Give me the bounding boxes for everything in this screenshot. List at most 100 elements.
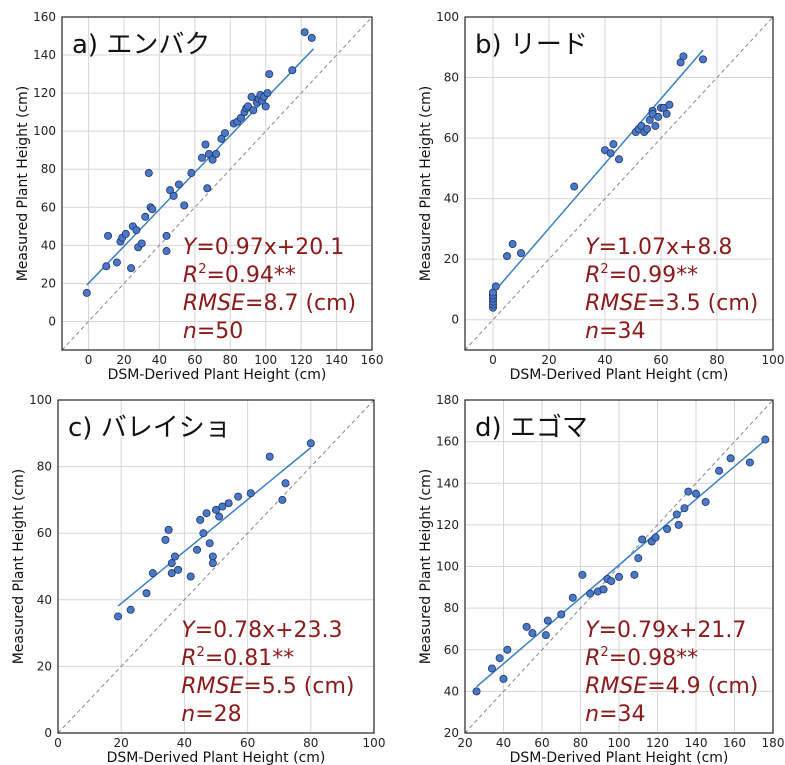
regression-line <box>86 48 315 286</box>
r-squared-value: =0.81** <box>205 646 294 671</box>
y-tick-label: 60 <box>41 200 56 214</box>
data-point <box>215 512 224 521</box>
data-point <box>662 109 671 118</box>
data-point <box>162 247 171 256</box>
rmse-value: =5.5 (cm) <box>243 674 354 699</box>
superscript-2: 2 <box>198 262 206 277</box>
y-tick-label: 0 <box>48 314 56 328</box>
data-point <box>663 525 672 534</box>
y-tick-label: 80 <box>444 601 459 615</box>
data-point <box>615 155 624 164</box>
data-point <box>701 497 710 506</box>
x-tick-label: 0 <box>85 353 93 367</box>
y-tick-label: 140 <box>436 476 459 490</box>
rmse-symbol: RMSE <box>585 674 647 699</box>
x-tick-label: 140 <box>325 353 348 367</box>
data-point <box>218 502 227 511</box>
rmse: RMSE=8.7 (cm) <box>183 291 356 316</box>
y-tick-label: 20 <box>41 276 56 290</box>
x-tick-label: 0 <box>489 353 497 367</box>
data-point <box>205 539 214 548</box>
data-point <box>114 612 123 621</box>
data-point <box>607 577 616 586</box>
regression-equation: Y=0.97x+20.1 <box>183 235 344 260</box>
rmse-symbol: RMSE <box>183 291 245 316</box>
data-point <box>201 140 210 149</box>
x-tick-label: 180 <box>762 736 785 750</box>
panel-title: b) リード <box>475 30 588 60</box>
rmse-value: =8.7 (cm) <box>245 291 356 316</box>
data-point <box>141 212 150 221</box>
data-point <box>528 629 537 638</box>
data-point <box>634 554 643 563</box>
superscript-2: 2 <box>600 645 608 660</box>
x-tick-label: 20 <box>457 736 472 750</box>
rmse: RMSE=3.5 (cm) <box>585 291 758 316</box>
x-tick-label: 160 <box>361 353 384 367</box>
data-point <box>491 282 500 291</box>
n-value: =34 <box>599 319 645 344</box>
regression-equation: Y=0.78x+23.3 <box>181 618 342 643</box>
y-tick-label: 100 <box>436 10 459 24</box>
x-tick-label: 100 <box>254 353 277 367</box>
data-point <box>197 153 206 162</box>
x-tick-label: 100 <box>363 736 386 750</box>
data-point <box>203 184 212 193</box>
data-point <box>220 129 229 138</box>
x-tick-label: 160 <box>723 736 746 750</box>
panel-a: 0 20 40 60 80 100 120 140 160 0 20 40 60 80 100 120 140 1… <box>15 10 383 383</box>
n-symbol: n <box>183 319 197 344</box>
x-tick-label: 20 <box>541 353 556 367</box>
regression-line <box>117 447 312 607</box>
data-point <box>162 231 171 240</box>
data-point <box>557 610 566 619</box>
panel-d: 20 40 60 80 100 120 140 160 180 20 40 60 80 100 120 140… <box>418 393 784 765</box>
x-tick-label: 80 <box>223 353 238 367</box>
data-point <box>144 169 153 178</box>
data-point <box>517 249 526 258</box>
y-tick-label: 40 <box>444 684 459 698</box>
sample-size: n=28 <box>181 702 241 727</box>
equation-value: =1.07x+8.8 <box>599 235 733 260</box>
x-tick-label: 80 <box>709 353 724 367</box>
panel-title: d) エゴマ <box>475 413 588 443</box>
sample-size: n=34 <box>585 319 645 344</box>
data-point <box>487 664 496 673</box>
data-point <box>761 435 770 444</box>
data-point <box>541 631 550 640</box>
data-point <box>265 70 274 79</box>
x-axis-label: DSM-Derived Plant Height (cm) <box>510 367 729 383</box>
data-point <box>508 240 517 249</box>
x-tick-label: 60 <box>653 353 668 367</box>
y-tick-label: 140 <box>33 48 56 62</box>
x-tick-label: 40 <box>496 736 511 750</box>
plot-frame <box>57 399 375 734</box>
sample-size: n=34 <box>585 702 645 727</box>
data-point <box>167 559 176 568</box>
data-point <box>674 520 683 529</box>
r-squared: R2=0.99** <box>585 262 698 288</box>
equation-y-symbol: Y <box>585 618 600 643</box>
panel-b: 0 20 40 60 80 100 0 20 40 60 80 100 DSM-Derived Plan… <box>418 10 784 383</box>
data-point <box>630 570 639 579</box>
x-tick-label: 100 <box>762 353 785 367</box>
data-point <box>265 452 274 461</box>
x-tick-label: 40 <box>597 353 612 367</box>
data-point <box>692 489 701 498</box>
x-tick-label: 20 <box>114 736 129 750</box>
y-tick-label: 160 <box>436 435 459 449</box>
y-tick-label: 60 <box>37 526 52 540</box>
r-symbol: R <box>183 263 198 288</box>
n-symbol: n <box>585 319 599 344</box>
data-point <box>142 589 151 598</box>
data-point <box>234 492 243 501</box>
plot-frame <box>61 16 373 351</box>
rmse: RMSE=4.9 (cm) <box>585 674 758 699</box>
y-tick-label: 100 <box>436 560 459 574</box>
y-axis-label: Measured Plant Height (cm) <box>418 469 434 665</box>
y-tick-label: 180 <box>436 393 459 407</box>
rmse-value: =3.5 (cm) <box>647 291 758 316</box>
data-point <box>102 262 111 271</box>
y-axis-label: Measured Plant Height (cm) <box>418 86 434 282</box>
